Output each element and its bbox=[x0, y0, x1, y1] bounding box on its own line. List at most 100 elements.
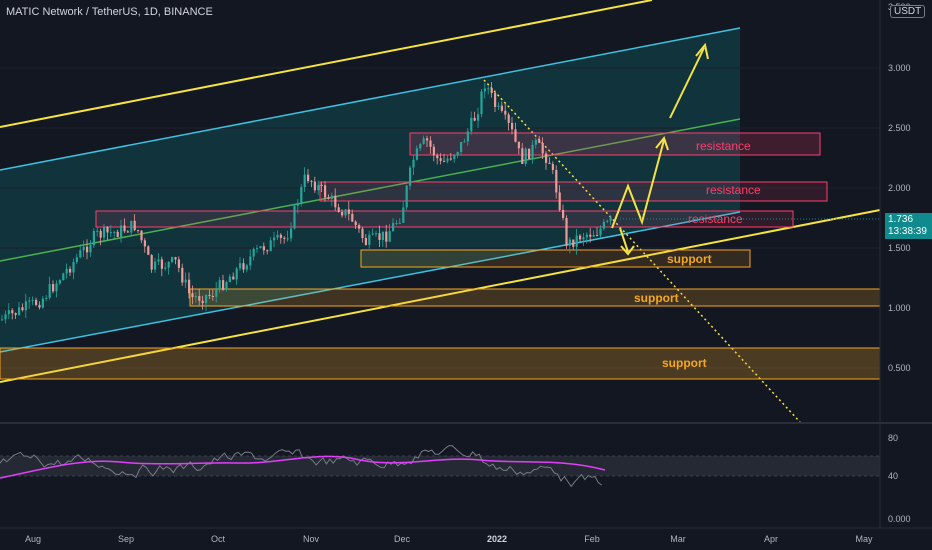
candle-body bbox=[419, 143, 422, 149]
upper-trendline[interactable] bbox=[0, 0, 653, 128]
candle-body bbox=[392, 223, 395, 232]
candle-body bbox=[517, 141, 520, 149]
candle-body bbox=[446, 158, 449, 162]
candle-body bbox=[531, 144, 534, 159]
resistance-label-3: resistance bbox=[688, 212, 743, 226]
candle-body bbox=[4, 314, 7, 320]
candle-body bbox=[123, 225, 126, 232]
chart-title[interactable]: MATIC Network / TetherUS, 1D, BINANCE bbox=[6, 6, 213, 18]
candle-body bbox=[507, 114, 510, 123]
candle-body bbox=[395, 222, 398, 224]
time-label: Feb bbox=[584, 534, 600, 544]
grid bbox=[0, 67, 880, 369]
price-label: 3.000 bbox=[888, 63, 911, 73]
candle-body bbox=[160, 259, 163, 269]
support-zone-2[interactable] bbox=[189, 288, 881, 307]
candle-body bbox=[483, 88, 486, 92]
support-zone-1[interactable] bbox=[360, 249, 751, 268]
candle-body bbox=[344, 209, 347, 216]
candle-body bbox=[86, 246, 89, 253]
candle-body bbox=[528, 148, 531, 159]
candle-body bbox=[453, 154, 456, 160]
short-dip-arrow[interactable] bbox=[619, 227, 629, 253]
candle-body bbox=[239, 263, 242, 269]
resistance-label-2: resistance bbox=[706, 183, 761, 197]
price-axis[interactable]: 3.500 3.000 2.500 2.000 1.500 1.000 0.50… bbox=[888, 2, 911, 373]
candle-body bbox=[133, 220, 136, 231]
candle-body bbox=[259, 246, 262, 249]
candle-body bbox=[504, 110, 507, 115]
candle-body bbox=[45, 297, 48, 299]
candle-body bbox=[405, 185, 408, 208]
time-label: May bbox=[855, 534, 873, 544]
candle-body bbox=[106, 226, 109, 233]
rsi-axis[interactable]: 80 40 0.000 bbox=[888, 433, 911, 524]
candle-body bbox=[198, 296, 201, 301]
candle-body bbox=[18, 307, 21, 315]
projection-path[interactable] bbox=[611, 139, 665, 229]
channel-upper-line[interactable] bbox=[0, 27, 741, 171]
candle-body bbox=[378, 233, 381, 241]
candle-body bbox=[330, 195, 333, 199]
candle-body bbox=[555, 170, 558, 193]
candle-body bbox=[147, 246, 150, 255]
candle-body bbox=[293, 205, 296, 229]
candle-body bbox=[38, 304, 41, 308]
candle-body bbox=[116, 231, 119, 237]
time-axis[interactable]: Aug Sep Oct Nov Dec 2022 Feb Mar Apr May bbox=[25, 534, 873, 544]
candle-body bbox=[269, 240, 272, 252]
projection-path-2[interactable] bbox=[669, 47, 705, 119]
candle-body bbox=[385, 231, 388, 242]
resistance-zone-1[interactable] bbox=[409, 132, 821, 156]
candle-body bbox=[602, 221, 605, 229]
rsi-ma-line bbox=[0, 455, 606, 479]
candle-body bbox=[364, 237, 367, 245]
candle-body bbox=[171, 257, 174, 262]
candle-body bbox=[324, 185, 327, 198]
candle-body bbox=[494, 92, 497, 107]
candle-body bbox=[191, 293, 194, 298]
candle-body bbox=[157, 259, 160, 262]
candle-body bbox=[310, 181, 313, 183]
candle-body bbox=[456, 151, 459, 155]
price-label: 0.500 bbox=[888, 363, 911, 373]
currency-button[interactable]: USDT bbox=[890, 5, 926, 18]
bar-countdown: 13:38:39 bbox=[888, 226, 927, 237]
candle-body bbox=[415, 148, 418, 160]
candle-body bbox=[11, 310, 14, 314]
candle-body bbox=[317, 184, 320, 191]
candle-body bbox=[137, 230, 140, 232]
channel-lower-line[interactable] bbox=[0, 211, 741, 353]
candle-body bbox=[514, 129, 517, 142]
candle-body bbox=[48, 284, 51, 298]
candle-body bbox=[28, 300, 31, 302]
candle-body bbox=[52, 284, 55, 292]
candle-body bbox=[252, 248, 255, 257]
candle-body bbox=[143, 240, 146, 247]
resistance-zone-3[interactable] bbox=[95, 210, 794, 228]
candle-body bbox=[283, 237, 286, 239]
candle-body bbox=[354, 221, 357, 226]
short-dip-arrowhead bbox=[620, 245, 635, 256]
candle-body bbox=[266, 250, 269, 252]
projection-arrowhead-1 bbox=[655, 135, 669, 151]
support-zone-3[interactable] bbox=[0, 347, 881, 380]
candle-body bbox=[174, 257, 177, 260]
candle-body bbox=[75, 257, 78, 263]
resistance-label-1: resistance bbox=[696, 139, 751, 153]
candle-body bbox=[347, 209, 350, 214]
candle-body bbox=[500, 105, 503, 111]
resistance-zone-2[interactable] bbox=[319, 181, 828, 202]
candle-body bbox=[545, 153, 548, 163]
time-label: Apr bbox=[764, 534, 778, 544]
candle-body bbox=[443, 160, 446, 162]
channel-mid-line[interactable] bbox=[0, 118, 741, 262]
support-label-3: support bbox=[662, 356, 707, 370]
candle-body bbox=[466, 131, 469, 142]
candle-body bbox=[538, 139, 541, 143]
lower-trendline[interactable] bbox=[0, 209, 881, 383]
candle-body bbox=[449, 158, 452, 160]
candle-body bbox=[286, 238, 289, 240]
candle-body bbox=[211, 296, 214, 298]
